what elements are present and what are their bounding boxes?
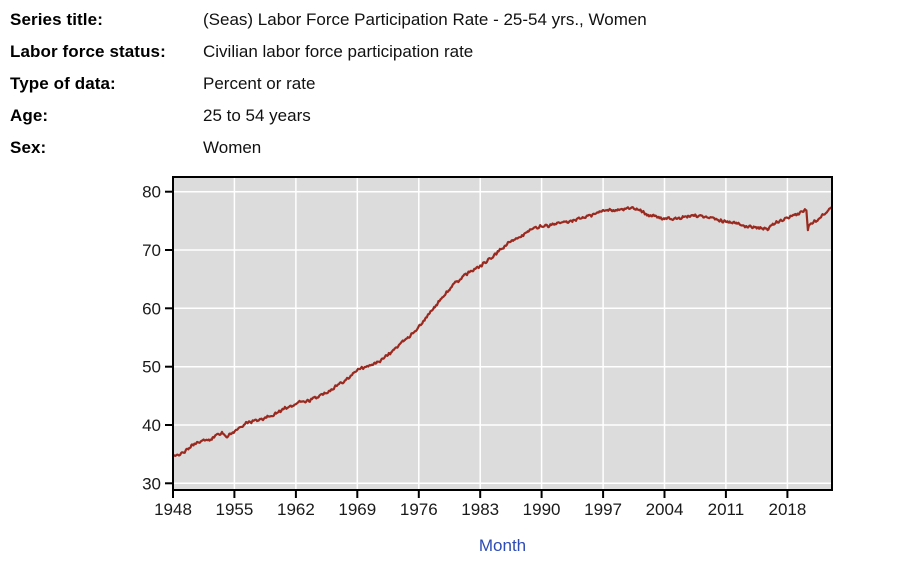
y-tick-label: 50 (142, 358, 161, 377)
x-tick-label: 1948 (154, 500, 192, 519)
meta-row-type-of-data: Type of data: Percent or rate (10, 68, 890, 100)
meta-value: (Seas) Labor Force Participation Rate - … (203, 10, 647, 29)
plot-area (173, 177, 832, 490)
x-tick-label: 1976 (400, 500, 438, 519)
y-tick-label: 80 (142, 183, 161, 202)
line-chart: 30 40 50 60 70 80 1948 1955 1962 1969 1976 1983 1990… (142, 176, 833, 555)
y-tick-label: 30 (142, 474, 161, 493)
x-tick-label: 1969 (338, 500, 376, 519)
x-tick-label: 1983 (461, 500, 499, 519)
meta-row-series-title: Series title: (Seas) Labor Force Partici… (10, 4, 890, 36)
meta-label: Sex: (10, 138, 47, 157)
meta-label: Age: (10, 106, 49, 125)
meta-value: Women (203, 138, 262, 157)
x-tick-label: 1955 (215, 500, 253, 519)
x-tick-label: 1990 (523, 500, 561, 519)
meta-label: Type of data: (10, 74, 116, 93)
x-axis-label: Month (479, 536, 526, 555)
y-tick-label: 40 (142, 416, 161, 435)
data-line (173, 205, 832, 457)
meta-label: Labor force status: (10, 42, 166, 61)
x-tick-label: 1997 (584, 500, 622, 519)
meta-row-labor-force-status: Labor force status: Civilian labor force… (10, 36, 890, 68)
series-metadata: Series title: (Seas) Labor Force Partici… (10, 4, 890, 164)
meta-value: Percent or rate (203, 74, 316, 93)
x-tick-label: 2018 (768, 500, 806, 519)
x-tick-label: 1962 (277, 500, 315, 519)
y-tick-label: 70 (142, 241, 161, 260)
x-tick-label: 2011 (708, 500, 745, 519)
meta-value: 25 to 54 years (203, 106, 311, 125)
meta-value: Civilian labor force participation rate (203, 42, 474, 61)
plot-frame (172, 176, 833, 491)
meta-label: Series title: (10, 10, 103, 29)
y-tick-label: 60 (142, 299, 161, 318)
meta-row-sex: Sex: Women (10, 132, 890, 164)
meta-row-age: Age: 25 to 54 years (10, 100, 890, 132)
x-tick-label: 2004 (646, 500, 684, 519)
